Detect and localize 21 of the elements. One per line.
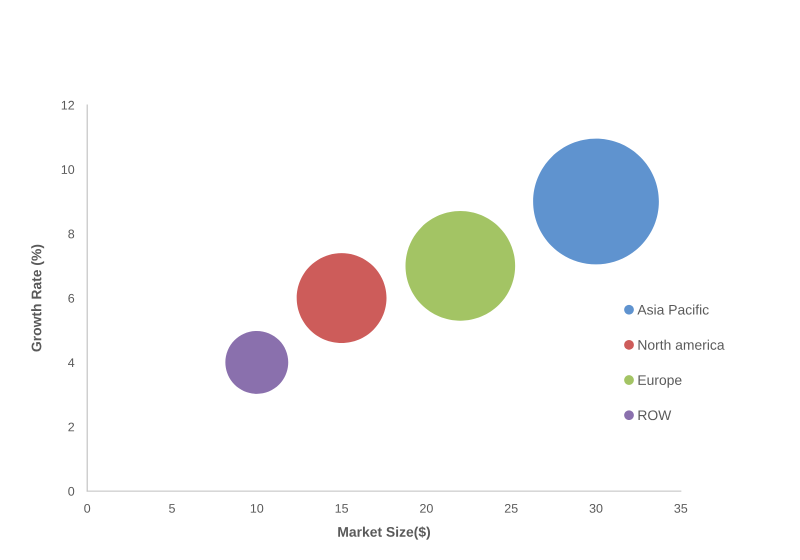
x-tick-label: 25 — [504, 504, 518, 513]
x-tick-label: 15 — [336, 504, 348, 513]
x-tick-label: 30 — [590, 504, 602, 513]
y-tick-label: 0 — [68, 486, 74, 496]
x-tick-label: 20 — [420, 504, 433, 513]
y-tick-label: 4 — [68, 358, 74, 367]
legend-label: North america — [638, 340, 725, 350]
x-tick-label: 35 — [674, 504, 688, 513]
y-tick-label: 10 — [62, 165, 74, 174]
legend-label: Asia Pacific — [637, 304, 709, 315]
x-tick-label: 0 — [84, 504, 90, 513]
y-tick-label: 2 — [68, 422, 74, 432]
x-axis-title: Market Size($) — [338, 526, 430, 540]
x-tick-label: 10 — [250, 504, 264, 513]
y-tick-label: 12 — [62, 100, 74, 110]
y-tick-label: 8 — [68, 230, 74, 238]
y-tick-label: 6 — [68, 294, 74, 303]
y-axis-title: Growth Rate (%) — [31, 244, 44, 352]
x-tick-label: 5 — [169, 504, 175, 513]
legend-label: ROW — [638, 410, 672, 420]
legend-label: Europe — [638, 375, 682, 388]
